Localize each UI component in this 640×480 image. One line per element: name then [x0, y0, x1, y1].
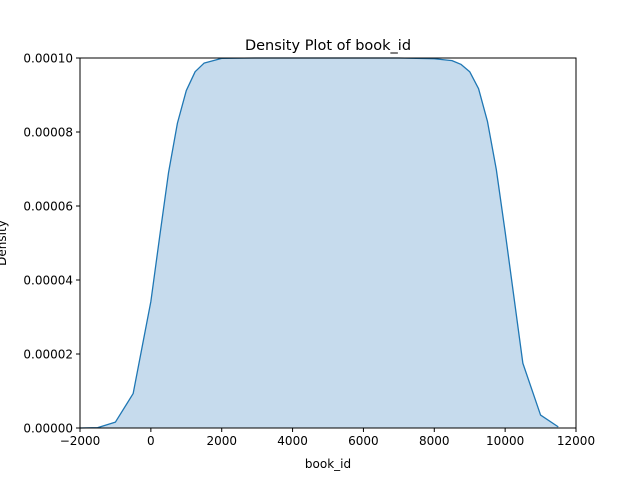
x-tick-label: 0 [147, 434, 155, 448]
x-tick-label: 12000 [557, 434, 595, 448]
x-axis-label: book_id [305, 457, 351, 471]
y-tick-label: 0.00008 [23, 126, 73, 140]
y-tick-label: 0.00004 [23, 274, 73, 288]
chart-title: Density Plot of book_id [245, 38, 411, 54]
axes-layer: −2000 0 2000 4000 6000 8000 10000 12000 0.00000 0… [23, 52, 595, 449]
x-tick-label: 10000 [486, 434, 524, 448]
x-tick-label: 2000 [206, 434, 237, 448]
y-axis-label: Density [0, 220, 9, 266]
plot-layer [79, 57, 559, 429]
x-tick-label: −2000 [60, 434, 101, 448]
y-tick-label: 0.00000 [23, 422, 73, 436]
x-tick-label: 6000 [348, 434, 379, 448]
plot-frame [79, 57, 577, 429]
x-tick-label: 8000 [419, 434, 450, 448]
y-tick-label: 0.00006 [23, 200, 73, 214]
y-tick-label: 0.00010 [23, 52, 73, 66]
x-tick-label: 4000 [277, 434, 308, 448]
density-area-0 [80, 58, 559, 428]
y-tick-label: 0.00002 [23, 348, 73, 362]
